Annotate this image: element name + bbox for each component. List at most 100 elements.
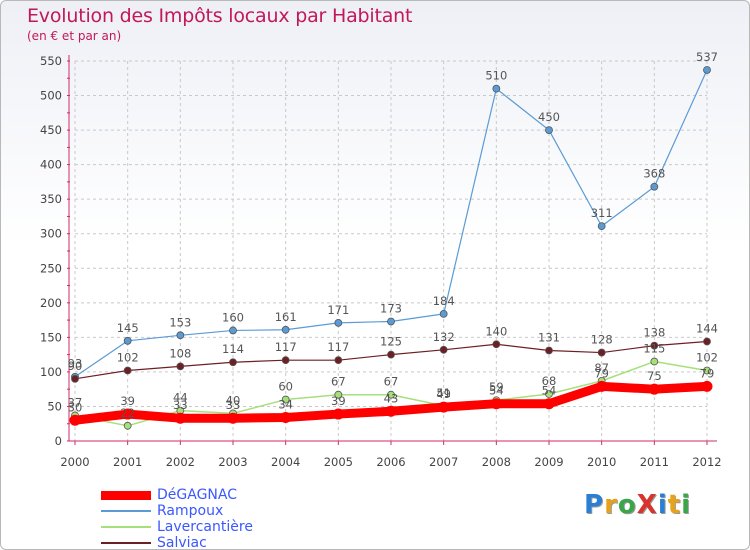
data-label: 67 bbox=[331, 375, 346, 389]
data-label: 128 bbox=[591, 333, 613, 347]
data-label: 75 bbox=[647, 369, 662, 383]
data-label: 450 bbox=[538, 110, 560, 124]
data-label: 537 bbox=[696, 50, 718, 64]
data-point bbox=[597, 348, 606, 357]
data-label: 138 bbox=[643, 326, 665, 340]
data-label: 67 bbox=[384, 375, 399, 389]
data-point bbox=[545, 126, 553, 134]
logo-letter: P bbox=[584, 490, 605, 520]
data-point bbox=[69, 414, 81, 426]
data-point bbox=[648, 383, 660, 395]
x-tick-label: 2009 bbox=[534, 455, 563, 469]
data-label: 125 bbox=[380, 335, 402, 349]
data-label: 140 bbox=[485, 324, 507, 338]
data-point bbox=[543, 398, 555, 410]
y-tick-label: 450 bbox=[40, 123, 62, 137]
data-label: 60 bbox=[278, 380, 293, 394]
data-label: 173 bbox=[380, 301, 402, 315]
data-label: 54 bbox=[489, 384, 504, 398]
data-label: 39 bbox=[120, 394, 135, 408]
data-point bbox=[650, 341, 659, 350]
data-label: 161 bbox=[275, 310, 297, 324]
data-label: 108 bbox=[169, 346, 191, 360]
data-point bbox=[703, 337, 711, 346]
logo-letter: i bbox=[657, 490, 668, 520]
data-label: 43 bbox=[384, 391, 399, 405]
data-point bbox=[122, 408, 134, 420]
data-label: 153 bbox=[169, 315, 191, 329]
data-label: 39 bbox=[331, 394, 346, 408]
data-point bbox=[650, 357, 659, 366]
data-point bbox=[439, 345, 448, 354]
y-tick-label: 500 bbox=[40, 89, 62, 103]
data-point bbox=[334, 390, 343, 399]
data-label: 59 bbox=[489, 380, 504, 394]
data-label: 40 bbox=[226, 393, 241, 407]
data-point bbox=[701, 380, 713, 392]
chart-title: Evolution des Impôts locaux par Habitant bbox=[27, 5, 413, 27]
data-point bbox=[387, 390, 395, 399]
y-tick-label: 0 bbox=[55, 434, 62, 448]
y-tick-label: 200 bbox=[40, 296, 62, 310]
logo-letter: o bbox=[617, 490, 637, 520]
data-point bbox=[334, 356, 343, 365]
data-label: 132 bbox=[433, 330, 455, 344]
x-tick-label: 2002 bbox=[166, 455, 195, 469]
data-label: 34 bbox=[278, 398, 293, 412]
data-point bbox=[596, 380, 608, 392]
x-tick-label: 2004 bbox=[271, 455, 300, 469]
logo-letter: X bbox=[636, 490, 658, 520]
data-point bbox=[229, 326, 237, 335]
data-point bbox=[71, 374, 79, 383]
data-label: 37 bbox=[68, 395, 83, 409]
data-point bbox=[334, 318, 343, 327]
data-label: 171 bbox=[327, 303, 349, 317]
data-label: 33 bbox=[226, 398, 241, 412]
legend-swatch bbox=[101, 542, 151, 544]
data-point bbox=[281, 325, 290, 334]
proxiti-logo: ProXiti bbox=[584, 490, 691, 520]
y-tick-label: 350 bbox=[40, 192, 62, 206]
data-point bbox=[703, 366, 711, 375]
data-label: 51 bbox=[436, 386, 451, 400]
chart-subtitle: (en € et par an) bbox=[27, 29, 122, 43]
logo-letter: r bbox=[604, 490, 618, 520]
legend-label: Salviac bbox=[157, 535, 207, 550]
data-label: 44 bbox=[173, 391, 188, 405]
data-label: 368 bbox=[643, 167, 665, 181]
data-label: 145 bbox=[117, 321, 139, 335]
legend-swatch bbox=[101, 490, 151, 500]
legend-label: Rampoux bbox=[157, 503, 224, 519]
data-label: 160 bbox=[222, 310, 244, 324]
data-point bbox=[281, 395, 290, 404]
y-tick-label: 400 bbox=[40, 158, 62, 172]
data-point bbox=[227, 412, 239, 424]
data-point bbox=[229, 358, 237, 367]
x-tick-label: 2001 bbox=[113, 455, 142, 469]
data-label: 102 bbox=[117, 351, 139, 365]
data-point bbox=[545, 390, 553, 398]
data-point bbox=[545, 346, 553, 355]
data-label: 102 bbox=[696, 351, 718, 365]
data-label: 68 bbox=[542, 374, 557, 388]
y-tick-label: 100 bbox=[40, 365, 62, 379]
x-tick-label: 2012 bbox=[692, 455, 721, 469]
legend-swatch bbox=[101, 526, 151, 528]
legend-label: Lavercantière bbox=[157, 519, 253, 535]
y-tick-label: 150 bbox=[40, 330, 62, 344]
data-label: 115 bbox=[643, 342, 665, 356]
logo-letter: t bbox=[667, 490, 682, 520]
data-point bbox=[385, 405, 397, 417]
data-label: 79 bbox=[700, 366, 715, 380]
x-tick-label: 2011 bbox=[640, 455, 669, 469]
x-tick-label: 2010 bbox=[587, 455, 616, 469]
data-point bbox=[438, 401, 450, 413]
data-point bbox=[439, 309, 448, 318]
data-point bbox=[123, 421, 132, 430]
x-tick-label: 2008 bbox=[482, 455, 511, 469]
data-point bbox=[176, 362, 185, 371]
legend-label: DéGAGNAC bbox=[157, 487, 238, 503]
data-label: 22 bbox=[120, 406, 135, 420]
data-label: 144 bbox=[696, 322, 718, 336]
